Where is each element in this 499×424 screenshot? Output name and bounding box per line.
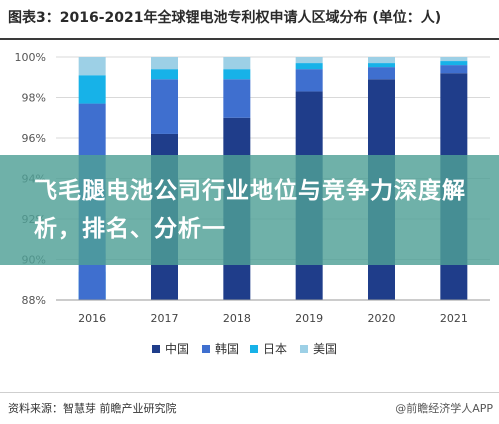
legend-swatch bbox=[300, 345, 308, 353]
bar-segment bbox=[78, 75, 106, 104]
bar-segment bbox=[440, 61, 468, 66]
y-tick-label: 98% bbox=[22, 92, 46, 105]
legend-label: 美国 bbox=[313, 342, 337, 356]
chart-title: 图表3：2016-2021年全球锂电池专利权申请人区域分布 (单位：人) bbox=[8, 10, 442, 26]
bar-segment bbox=[295, 57, 323, 64]
bar-segment bbox=[151, 69, 178, 80]
legend-swatch bbox=[202, 345, 210, 353]
legend-label: 韩国 bbox=[215, 341, 239, 356]
bar-segment bbox=[295, 69, 323, 92]
bar-segment bbox=[440, 57, 468, 62]
bar-segment bbox=[223, 79, 251, 118]
footer-divider bbox=[0, 392, 499, 393]
bar-segment bbox=[295, 63, 323, 70]
legend-label: 中国 bbox=[165, 341, 189, 356]
headline-overlay bbox=[0, 155, 499, 265]
x-tick-label: 2017 bbox=[151, 312, 179, 325]
y-tick-label: 100% bbox=[15, 51, 46, 64]
x-tick-label: 2021 bbox=[440, 312, 468, 325]
x-tick-label: 2018 bbox=[223, 312, 251, 325]
y-tick-label: 96% bbox=[22, 132, 46, 145]
legend-swatch bbox=[250, 345, 258, 353]
bar-segment bbox=[368, 57, 395, 64]
headline-text: 飞毛腿电池公司行业地位与竞争力深度解析，排名、分析一 bbox=[34, 178, 466, 242]
watermark: @前瞻经济学人APP bbox=[395, 402, 493, 415]
x-tick-label: 2020 bbox=[368, 312, 396, 325]
x-tick-label: 2019 bbox=[295, 312, 323, 325]
source-note: 资料来源：智慧芽 前瞻产业研究院 bbox=[8, 402, 177, 415]
y-tick-label: 88% bbox=[22, 294, 46, 307]
legend-label: 日本 bbox=[263, 342, 287, 356]
bar-segment bbox=[78, 57, 106, 76]
bar-segment bbox=[151, 79, 178, 134]
bar-segment bbox=[223, 69, 251, 80]
bar-segment bbox=[223, 57, 251, 70]
legend-swatch bbox=[152, 345, 160, 353]
bar-segment bbox=[440, 65, 468, 74]
bar-segment bbox=[151, 57, 178, 70]
title-divider bbox=[0, 38, 499, 40]
bar-segment bbox=[368, 63, 395, 68]
bar-segment bbox=[368, 67, 395, 80]
x-tick-label: 2016 bbox=[78, 312, 106, 325]
